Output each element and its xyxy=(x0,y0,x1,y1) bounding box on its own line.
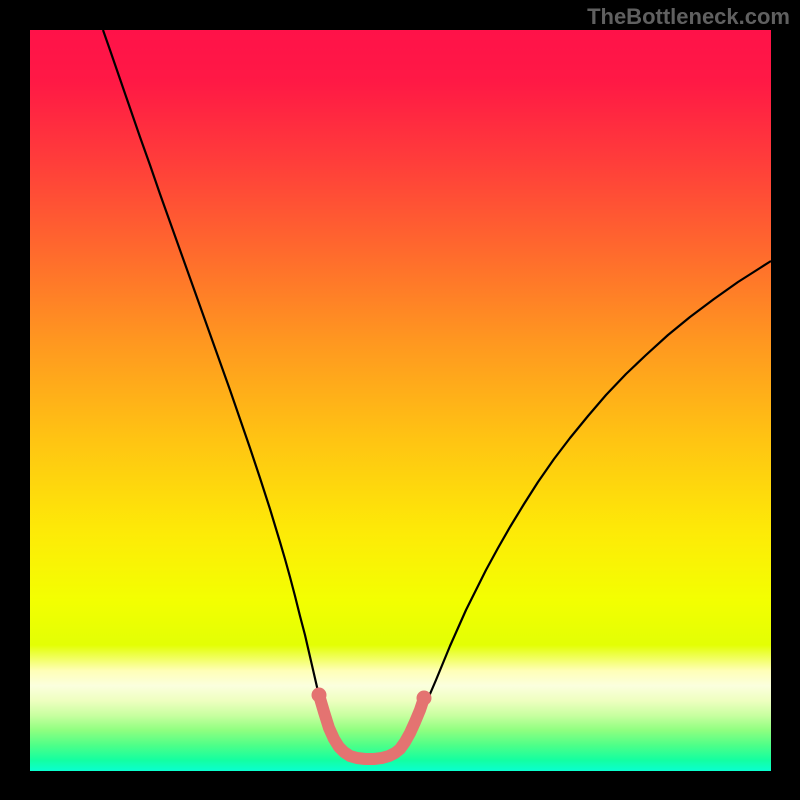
watermark-text: TheBottleneck.com xyxy=(587,4,790,30)
bottleneck-curve xyxy=(103,30,771,759)
plot-area xyxy=(30,30,771,771)
stage: TheBottleneck.com xyxy=(0,0,800,800)
optimal-range-endpoints xyxy=(312,688,432,706)
optimal-range-segment xyxy=(319,695,424,759)
endpoint-marker xyxy=(417,691,432,706)
chart-overlay xyxy=(30,30,771,771)
endpoint-marker xyxy=(312,688,327,703)
